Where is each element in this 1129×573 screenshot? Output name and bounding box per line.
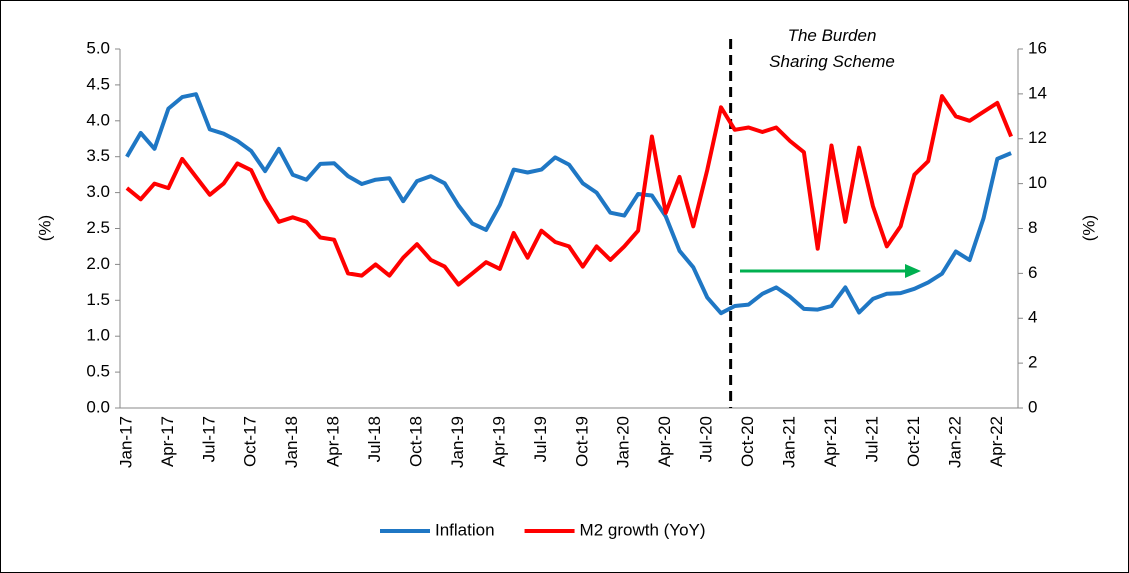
- legend-label: M2 growth (YoY): [580, 520, 706, 539]
- y-tick-label: 3.5: [86, 146, 110, 165]
- x-tick-label: Oct-17: [241, 416, 260, 467]
- legend-label: Inflation: [435, 520, 495, 539]
- x-tick-label: Oct-18: [407, 416, 426, 467]
- x-tick-label: Jul-19: [531, 416, 550, 462]
- y-tick-label: 2.5: [86, 218, 110, 237]
- y-tick-label: 5.0: [86, 38, 110, 57]
- x-tick-label: Jan-21: [780, 416, 799, 468]
- y-tick-label: 2.0: [86, 254, 110, 273]
- y-axis-label: (%): [35, 215, 54, 241]
- x-tick-label: Apr-17: [158, 416, 177, 467]
- x-tick-label: Apr-20: [655, 416, 674, 467]
- y-tick-label: 1.0: [86, 326, 110, 345]
- arrow-head: [905, 264, 921, 278]
- y-tick-label: 0.5: [86, 362, 110, 381]
- x-tick-label: Apr-21: [821, 416, 840, 467]
- series-line: [125, 94, 1013, 287]
- y2-tick-label: 6: [1028, 263, 1037, 282]
- y2-tick-label: 12: [1028, 128, 1047, 147]
- y2-tick-label: 0: [1028, 397, 1037, 416]
- x-tick-label: Jan-18: [282, 416, 301, 468]
- x-tick-label: Apr-18: [324, 416, 343, 467]
- x-tick-label: Jul-20: [697, 416, 716, 462]
- y2-tick-label: 2: [1028, 353, 1037, 372]
- x-tick-label: Oct-20: [738, 416, 757, 467]
- y2-tick-label: 10: [1028, 173, 1047, 192]
- y2-tick-label: 16: [1028, 38, 1047, 57]
- y-tick-label: 4.0: [86, 110, 110, 129]
- series-line: [125, 92, 1012, 316]
- y-tick-label: 4.5: [86, 74, 110, 93]
- x-tick-label: Jul-18: [365, 416, 384, 462]
- x-tick-label: Jan-22: [945, 416, 964, 468]
- y-tick-label: 1.5: [86, 290, 110, 309]
- x-tick-label: Jul-21: [862, 416, 881, 462]
- y2-axis-label: (%): [1079, 215, 1098, 241]
- x-tick-label: Jan-20: [614, 416, 633, 468]
- y2-tick-label: 8: [1028, 218, 1037, 237]
- x-tick-label: Jan-17: [116, 416, 135, 468]
- x-tick-label: Apr-19: [489, 416, 508, 467]
- y2-tick-label: 4: [1028, 308, 1037, 327]
- x-tick-label: Jul-17: [199, 416, 218, 462]
- x-tick-label: Jan-19: [448, 416, 467, 468]
- x-tick-label: Oct-21: [904, 416, 923, 467]
- y-tick-label: 0.0: [86, 397, 110, 416]
- x-tick-label: Oct-19: [572, 416, 591, 467]
- y-tick-label: 3.0: [86, 182, 110, 201]
- x-tick-label: Apr-22: [987, 416, 1006, 467]
- annotation: The Burden Sharing Scheme: [769, 26, 895, 71]
- y2-tick-label: 14: [1028, 83, 1047, 102]
